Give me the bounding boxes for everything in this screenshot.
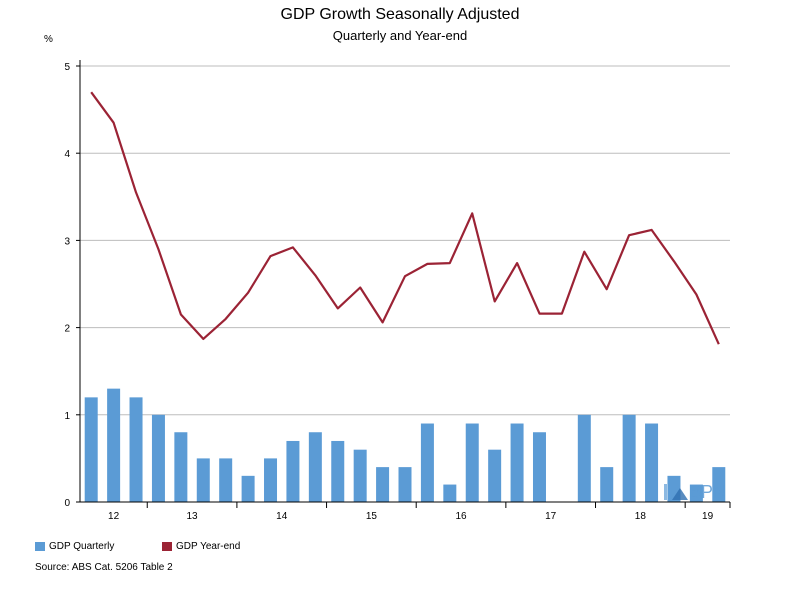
bar-gdp-quarterly [308, 432, 322, 502]
x-year-label: 17 [545, 511, 557, 522]
chart-title: GDP Growth Seasonally Adjusted [280, 6, 520, 23]
gridlines [80, 65, 730, 416]
bar-gdp-quarterly [219, 458, 233, 502]
y-tick-label: 0 [64, 498, 70, 509]
x-year-label: 18 [635, 511, 647, 522]
x-year-label: 19 [702, 511, 714, 522]
bar-gdp-quarterly [622, 414, 636, 502]
bar-gdp-quarterly [510, 423, 524, 502]
bar-gdp-quarterly [689, 484, 703, 502]
source-note: Source: ABS Cat. 5206 Table 2 [35, 562, 173, 573]
bar-gdp-quarterly [264, 458, 278, 502]
line-gdp-year-end [90, 91, 720, 345]
x-year-label: 13 [187, 511, 199, 522]
bar-gdp-quarterly [353, 449, 367, 502]
year-end-line [90, 91, 720, 345]
y-tick-label: 5 [64, 62, 70, 73]
y-axis-unit-label: % [44, 34, 53, 45]
bar-gdp-quarterly [241, 475, 255, 502]
bar-gdp-quarterly [577, 414, 591, 502]
bar-gdp-quarterly [465, 423, 479, 502]
legend-item-quarterly: GDP Quarterly [35, 541, 114, 552]
y-tick-label: 2 [64, 324, 70, 335]
bar-gdp-quarterly [286, 440, 300, 502]
legend-label-year-end: GDP Year-end [176, 541, 241, 552]
bar-gdp-quarterly [420, 423, 434, 502]
bar-gdp-quarterly [376, 467, 390, 502]
bpn-logo-watermark: BPN [664, 482, 724, 500]
chart-subtitle: Quarterly and Year-end [332, 28, 468, 43]
bar-gdp-quarterly [488, 449, 502, 502]
legend-swatch-quarterly [35, 542, 45, 551]
legend-label-quarterly: GDP Quarterly [49, 541, 115, 552]
legend-item-year-end: GDP Year-end [162, 541, 240, 552]
x-year-label: 15 [366, 511, 378, 522]
svg-text:BPN: BPN [689, 482, 724, 500]
bar-gdp-quarterly [645, 423, 659, 502]
bar-gdp-quarterly [600, 467, 614, 502]
x-year-label: 16 [455, 511, 467, 522]
bar-gdp-quarterly [196, 458, 210, 502]
x-year-label: 14 [276, 511, 288, 522]
bar-gdp-quarterly [712, 467, 726, 502]
legend-swatch-year-end [162, 542, 172, 551]
bar-gdp-quarterly [84, 397, 98, 502]
bar-gdp-quarterly [151, 414, 165, 502]
bar-gdp-quarterly [107, 388, 121, 502]
bar-gdp-quarterly [331, 440, 345, 502]
quarterly-bars [84, 388, 726, 502]
y-tick-label: 1 [64, 411, 70, 422]
y-tick-label: 4 [64, 149, 70, 160]
y-tick-label: 3 [64, 236, 70, 247]
x-year-label: 12 [108, 511, 120, 522]
bar-gdp-quarterly [532, 432, 546, 502]
bar-gdp-quarterly [129, 397, 143, 502]
bar-gdp-quarterly [398, 467, 412, 502]
bar-gdp-quarterly [174, 432, 188, 502]
bar-gdp-quarterly [443, 484, 457, 502]
